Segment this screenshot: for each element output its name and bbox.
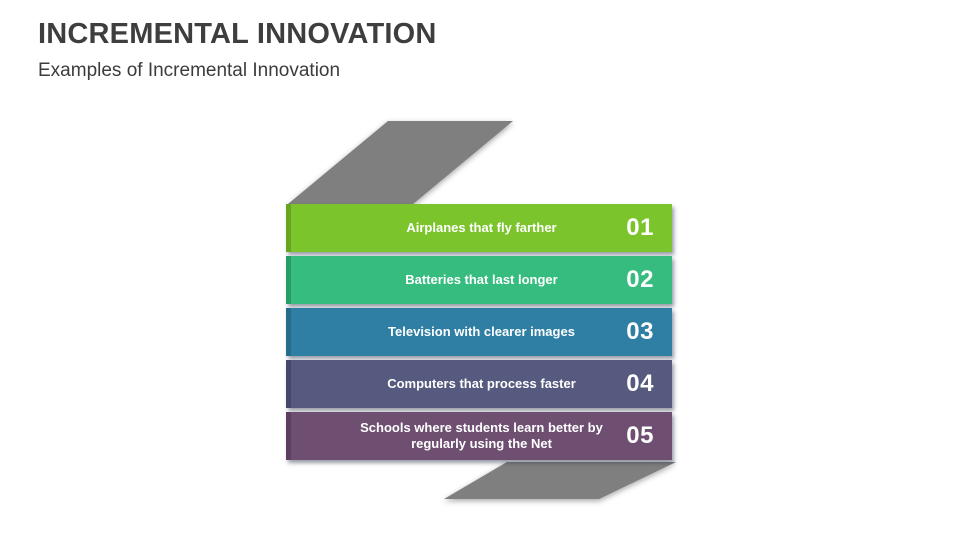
list-item-label: Batteries that last longer (405, 271, 558, 287)
page-title: INCREMENTAL INNOVATION (38, 18, 437, 50)
list-item-number: 03 (626, 318, 654, 345)
list-item-2: Batteries that last longer 02 (286, 256, 672, 304)
list-item-1: Airplanes that fly farther 01 (286, 204, 672, 252)
list-item-label: Computers that process faster (387, 375, 576, 391)
list-item-label: Television with clearer images (388, 323, 575, 339)
page-subtitle: Examples of Incremental Innovation (38, 60, 341, 81)
parallelogram-top-icon (288, 121, 513, 204)
list-item-4: Computers that process faster 04 (286, 360, 672, 408)
parallelogram-bottom-icon (444, 462, 676, 499)
list-item-number: 05 (626, 422, 654, 449)
list-item-3: Television with clearer images 03 (286, 308, 672, 356)
list-item-number: 01 (626, 214, 654, 241)
innovation-list: Airplanes that fly farther 01 Batteries … (286, 204, 672, 460)
list-item-5: Schools where students learn better by r… (286, 412, 672, 460)
list-item-label: Airplanes that fly farther (406, 219, 557, 235)
list-item-number: 02 (626, 266, 654, 293)
list-item-number: 04 (626, 370, 654, 397)
list-item-label: Schools where students learn better by r… (360, 419, 603, 451)
